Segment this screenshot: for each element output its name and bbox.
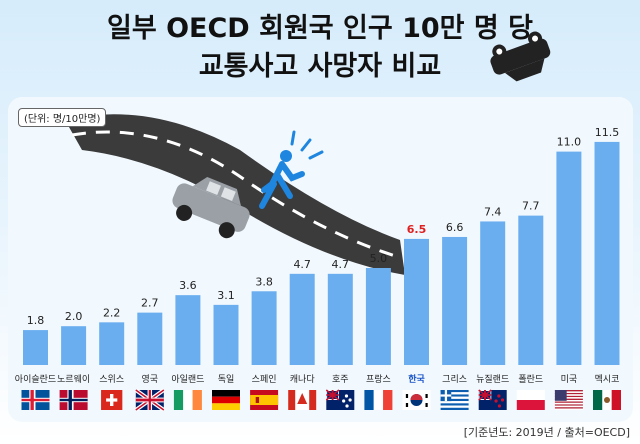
bar-3 xyxy=(99,322,125,365)
value-label-16: 11.5 xyxy=(595,126,620,139)
germany-flag xyxy=(212,390,240,410)
bar-10 xyxy=(365,268,391,365)
title-line-2: 교통사고 사망자 비교 xyxy=(198,51,442,82)
value-label-15: 11.0 xyxy=(557,136,582,149)
value-label-11: 6.5 xyxy=(407,223,427,236)
newzealand-flag xyxy=(478,389,507,410)
car-icon xyxy=(172,176,250,239)
category-label-16: 멕시코 xyxy=(595,374,620,385)
title-line-1: 일부 OECD 회원국 인구 10만 명 당 xyxy=(107,13,533,44)
france-flag xyxy=(364,390,393,410)
poland-flag xyxy=(516,390,545,410)
bar-12 xyxy=(442,236,468,365)
category-label-12: 그리스 xyxy=(442,374,467,385)
bar-1 xyxy=(23,330,48,365)
value-label-13: 7.4 xyxy=(484,205,502,218)
category-label-10: 프랑스 xyxy=(366,373,391,385)
mexico-flag xyxy=(593,390,621,410)
bar-5 xyxy=(175,295,201,365)
value-label-8: 4.7 xyxy=(293,258,311,271)
category-label-5: 아일랜드 xyxy=(171,374,204,385)
crashed-car-icon xyxy=(490,31,551,82)
bar-15 xyxy=(556,151,582,365)
greece-flag xyxy=(440,390,469,410)
category-label-9: 호주 xyxy=(332,374,349,385)
canada-flag xyxy=(288,390,317,410)
bar-13 xyxy=(480,221,506,365)
bar-16 xyxy=(594,141,620,365)
value-label-12: 6.6 xyxy=(446,221,464,234)
category-label-4: 영국 xyxy=(142,374,159,385)
source-note: [기준년도: 2019년 / 출처=OECD] xyxy=(463,426,630,439)
value-label-3: 2.2 xyxy=(103,306,121,319)
person-icon xyxy=(259,130,324,209)
usa-flag xyxy=(554,390,583,410)
category-label-13: 뉴질랜드 xyxy=(476,373,509,385)
value-label-7: 3.8 xyxy=(255,275,273,288)
category-label-14: 폴란드 xyxy=(518,373,543,385)
value-label-6: 3.1 xyxy=(217,289,235,302)
category-label-1: 아이슬란드 xyxy=(15,373,56,385)
ireland-flag xyxy=(173,390,202,410)
value-label-4: 2.7 xyxy=(141,297,159,310)
category-label-11: 한국 xyxy=(408,373,425,385)
switzerland-flag xyxy=(101,390,123,410)
iceland-flag xyxy=(21,390,50,410)
bars xyxy=(23,141,620,365)
category-label-3: 스위스 xyxy=(99,374,124,385)
value-label-9: 4.7 xyxy=(332,258,350,271)
australia-flag xyxy=(325,389,355,410)
bar-2 xyxy=(61,326,87,365)
value-label-2: 2.0 xyxy=(65,310,83,323)
flags xyxy=(21,388,621,412)
bar-14 xyxy=(518,215,544,365)
value-label-5: 3.6 xyxy=(179,279,197,292)
value-label-1: 1.8 xyxy=(27,314,45,327)
unit-label: (단위: 명/10만명) xyxy=(18,108,107,127)
category-label-7: 스페인 xyxy=(252,374,277,385)
bar-8 xyxy=(289,273,315,365)
category-labels: 아이슬란드 노르웨이 스위스 영국 아일랜드 독일 스페인 캐나다 호주 프랑스 한국 그리스 뉴질랜드… xyxy=(15,373,620,385)
category-label-6: 독일 xyxy=(218,374,235,385)
value-labels: 1.8 2.0 2.2 2.7 3.6 3.1 3.8 4.7 4.7 5.0 6.5 6.6 7.4 7… xyxy=(27,126,620,327)
value-label-10: 5.0 xyxy=(370,252,388,265)
bar-7 xyxy=(251,291,277,365)
bar-11 xyxy=(404,238,429,365)
norway-flag xyxy=(59,390,88,410)
spain-flag xyxy=(250,390,279,410)
bar-9 xyxy=(327,273,353,365)
bar-6 xyxy=(213,304,239,365)
uk-flag xyxy=(134,388,165,412)
category-label-2: 노르웨이 xyxy=(57,373,90,385)
category-label-8: 캐나다 xyxy=(290,374,316,385)
value-label-14: 7.7 xyxy=(522,200,540,213)
category-label-15: 미국 xyxy=(561,374,578,385)
korea-flag xyxy=(402,390,431,410)
bar-4 xyxy=(137,312,163,365)
